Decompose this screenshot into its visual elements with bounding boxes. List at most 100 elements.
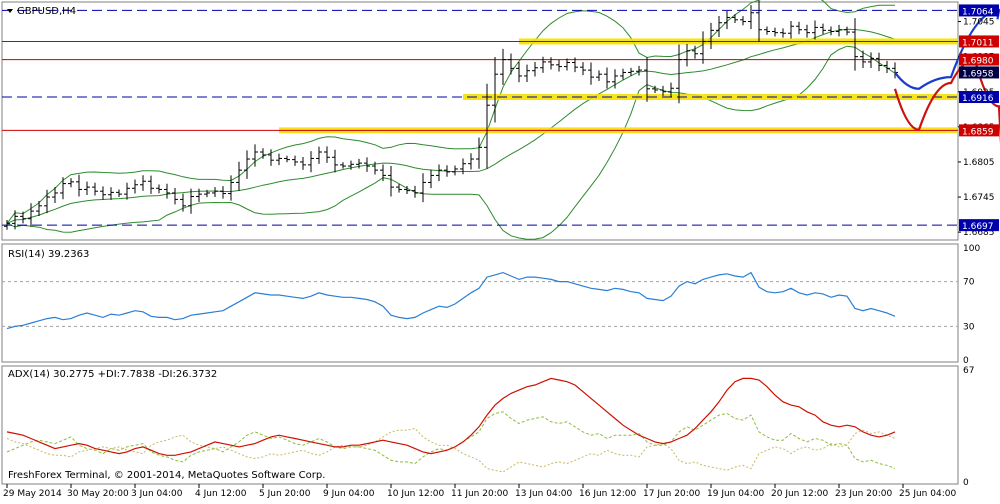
- price-bar: [148, 175, 154, 194]
- price-bar: [700, 31, 706, 64]
- price-bar: [236, 161, 242, 191]
- price-tag-label: 1.6859: [962, 127, 994, 137]
- price-bar: [404, 186, 410, 195]
- rsi-tick-label: 70: [963, 278, 975, 288]
- time-tick-label: 13 Jun 04:00: [515, 489, 572, 499]
- price-bar: [436, 164, 442, 182]
- price-bar: [564, 58, 570, 71]
- price-bar: [444, 165, 450, 177]
- time-tick-label: 30 May 20:00: [67, 489, 129, 499]
- price-bar: [812, 20, 818, 40]
- blue-scenario-arrow: [894, 9, 1000, 90]
- bollinger-lower-band: [6, 45, 896, 240]
- price-bar: [668, 82, 674, 98]
- price-bar: [628, 67, 634, 76]
- price-bar: [388, 166, 394, 197]
- price-bar: [204, 189, 210, 198]
- price-bar: [196, 188, 202, 202]
- price-tag-label: 1.6980: [962, 57, 994, 67]
- time-tick-label: 17 Jun 20:00: [643, 489, 700, 499]
- price-pane-frame: [1, 1, 959, 241]
- price-bar: [828, 26, 834, 36]
- time-tick-label: 3 Jun 04:00: [131, 489, 183, 499]
- price-bar: [300, 156, 306, 170]
- price-bar: [796, 21, 802, 35]
- price-bar: [124, 182, 130, 200]
- symbol-dropdown-icon[interactable]: [7, 9, 13, 13]
- price-bar: [884, 60, 890, 73]
- rsi-tick-label: 100: [963, 244, 980, 254]
- price-bar: [220, 186, 226, 199]
- price-bar: [724, 11, 730, 30]
- price-bar: [100, 186, 106, 200]
- price-bar: [556, 59, 562, 72]
- adx-tick-label: 0: [963, 478, 969, 488]
- rsi-label: RSI(14) 39.2363: [8, 249, 89, 260]
- price-bar: [44, 189, 50, 214]
- price-bar: [116, 189, 122, 198]
- adx-line: [6, 377, 896, 456]
- time-tick-label: 4 Jun 12:00: [195, 489, 247, 499]
- price-bar: [156, 184, 162, 194]
- price-bar: [36, 200, 42, 216]
- price-bar: [732, 14, 738, 23]
- price-bar: [716, 16, 722, 38]
- price-bar: [676, 44, 682, 104]
- price-tag-label: 1.6916: [962, 94, 994, 104]
- price-tag: [959, 53, 999, 66]
- price-bar: [212, 187, 218, 198]
- time-tick-label: 25 Jun 04:00: [899, 489, 956, 499]
- price-bar: [460, 158, 466, 175]
- price-pane: [2, 0, 1000, 240]
- price-bar: [68, 178, 74, 188]
- price-bar: [868, 52, 874, 68]
- price-bar: [708, 22, 714, 49]
- price-bar: [524, 64, 530, 83]
- price-bar: [836, 24, 842, 37]
- price-bar: [644, 57, 650, 102]
- price-bar: [292, 155, 298, 166]
- price-bar: [844, 26, 850, 36]
- time-tick-label: 29 May 2014: [3, 489, 62, 499]
- price-bar: [804, 24, 810, 38]
- di-minus-line: [6, 427, 896, 473]
- rsi-tick-label: 30: [963, 322, 975, 332]
- symbol-label: GBPUSD,H4: [17, 6, 76, 17]
- price-bar: [740, 16, 746, 26]
- price-tag: [959, 219, 999, 232]
- price-bar: [692, 45, 698, 59]
- price-bar: [356, 158, 362, 169]
- price-bar: [588, 62, 594, 85]
- price-bar: [604, 67, 610, 89]
- price-bar: [132, 179, 138, 194]
- price-bar: [412, 185, 418, 198]
- price-bar: [660, 85, 666, 96]
- price-tag: [959, 66, 999, 79]
- price-bar: [332, 149, 338, 173]
- price-bar: [684, 43, 690, 67]
- price-bar: [172, 187, 178, 205]
- price-tag-label: 1.6958: [962, 69, 994, 79]
- price-bar: [180, 193, 186, 212]
- price-bar: [396, 183, 402, 193]
- price-tag: [959, 124, 999, 137]
- price-bar: [60, 177, 66, 200]
- price-bar: [308, 151, 314, 173]
- price-bar: [820, 23, 826, 35]
- price-bar: [140, 175, 146, 191]
- bollinger-upper-band: [6, 0, 895, 224]
- adx-label: ADX(14) 30.2775 +DI:7.7838 -DI:26.3732: [8, 369, 217, 380]
- copyright-text: FreshForex Terminal, © 2001-2014, MetaQu…: [8, 470, 325, 481]
- price-bar: [756, 0, 762, 42]
- price-tag-label: 1.7011: [962, 38, 994, 48]
- price-bar: [772, 27, 778, 37]
- price-bar: [20, 211, 26, 224]
- price-bar: [572, 57, 578, 73]
- price-bar: [468, 153, 474, 170]
- rsi-tick-label: 0: [963, 356, 969, 366]
- price-bar: [420, 173, 426, 203]
- price-tag: [959, 35, 999, 48]
- price-bar: [92, 182, 98, 196]
- price-bar: [252, 144, 258, 167]
